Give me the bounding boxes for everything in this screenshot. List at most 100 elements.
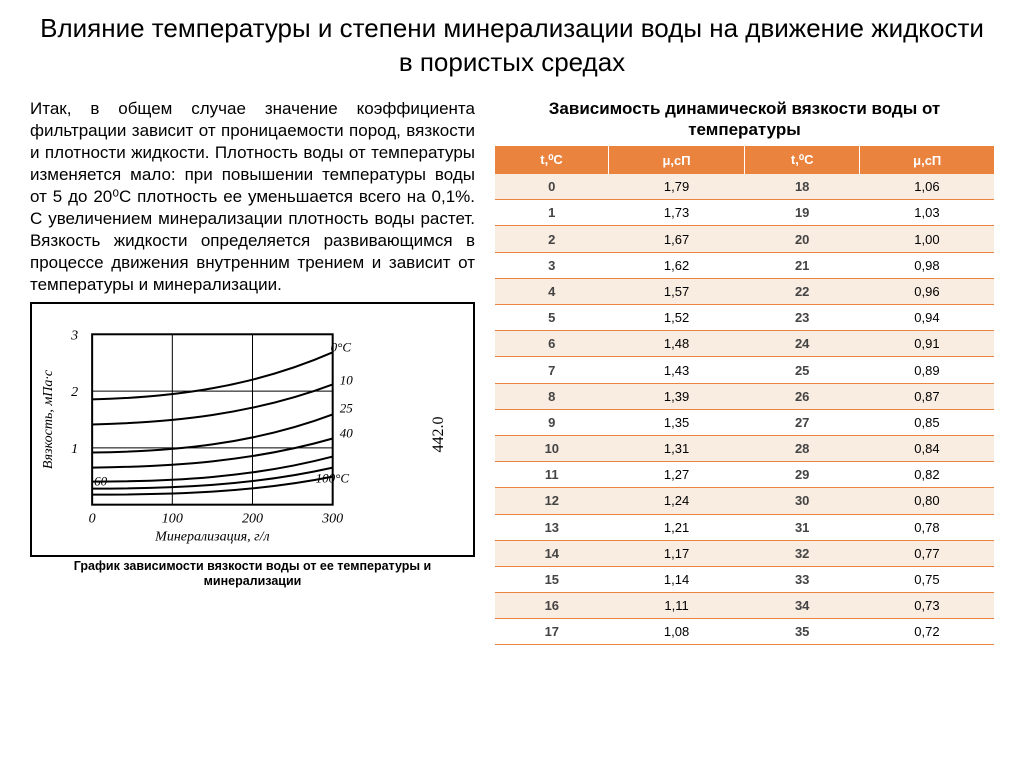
table-cell: 23 (744, 305, 859, 331)
table-cell: 1,67 (609, 226, 745, 252)
table-cell: 21 (744, 252, 859, 278)
table-cell: 13 (495, 514, 609, 540)
table-row: 151,14330,75 (495, 566, 994, 592)
table-row: 111,27290,82 (495, 462, 994, 488)
table-cell: 33 (744, 566, 859, 592)
viscosity-graph: 1230100200300Минерализация, г/лВязкость,… (30, 302, 475, 557)
table-cell: 0,75 (860, 566, 994, 592)
left-column: Итак, в общем случае значение коэффициен… (30, 98, 475, 646)
table-title: Зависимость динамической вязкости воды о… (495, 98, 994, 141)
table-cell: 0,85 (860, 409, 994, 435)
table-cell: 9 (495, 409, 609, 435)
table-cell: 2 (495, 226, 609, 252)
table-cell: 1,31 (609, 435, 745, 461)
table-cell: 3 (495, 252, 609, 278)
table-cell: 35 (744, 619, 859, 645)
table-cell: 18 (744, 174, 859, 200)
table-cell: 32 (744, 540, 859, 566)
svg-text:Вязкость, мПа·с: Вязкость, мПа·с (40, 370, 56, 470)
table-row: 101,31280,84 (495, 435, 994, 461)
content-wrapper: Итак, в общем случае значение коэффициен… (30, 98, 994, 646)
table-cell: 29 (744, 462, 859, 488)
table-cell: 1 (495, 200, 609, 226)
table-cell: 34 (744, 593, 859, 619)
table-cell: 1,11 (609, 593, 745, 619)
table-cell: 0,87 (860, 383, 994, 409)
svg-text:60: 60 (94, 474, 108, 489)
table-header: μ,сП (609, 146, 745, 174)
table-cell: 0,98 (860, 252, 994, 278)
table-row: 91,35270,85 (495, 409, 994, 435)
table-row: 61,48240,91 (495, 331, 994, 357)
table-cell: 1,73 (609, 200, 745, 226)
table-cell: 0,77 (860, 540, 994, 566)
table-cell: 1,14 (609, 566, 745, 592)
table-cell: 26 (744, 383, 859, 409)
table-row: 161,11340,73 (495, 593, 994, 619)
table-cell: 22 (744, 278, 859, 304)
table-cell: 1,62 (609, 252, 745, 278)
svg-text:25: 25 (340, 401, 354, 416)
table-cell: 0,82 (860, 462, 994, 488)
svg-text:10: 10 (340, 373, 354, 388)
table-cell: 0,73 (860, 593, 994, 619)
table-cell: 10 (495, 435, 609, 461)
table-row: 141,17320,77 (495, 540, 994, 566)
table-cell: 1,06 (860, 174, 994, 200)
table-cell: 0 (495, 174, 609, 200)
graph-caption: График зависимости вязкости воды от ее т… (30, 559, 475, 589)
table-cell: 1,27 (609, 462, 745, 488)
table-row: 81,39260,87 (495, 383, 994, 409)
table-row: 11,73191,03 (495, 200, 994, 226)
page-title: Влияние температуры и степени минерализа… (30, 12, 994, 80)
body-paragraph: Итак, в общем случае значение коэффициен… (30, 98, 475, 297)
table-cell: 1,08 (609, 619, 745, 645)
table-cell: 15 (495, 566, 609, 592)
table-cell: 0,96 (860, 278, 994, 304)
table-cell: 30 (744, 488, 859, 514)
table-cell: 5 (495, 305, 609, 331)
table-cell: 1,48 (609, 331, 745, 357)
table-cell: 1,21 (609, 514, 745, 540)
table-row: 01,79181,06 (495, 174, 994, 200)
svg-text:100: 100 (162, 511, 183, 527)
table-cell: 1,24 (609, 488, 745, 514)
svg-text:3: 3 (70, 328, 78, 344)
table-cell: 1,03 (860, 200, 994, 226)
svg-text:2: 2 (71, 385, 78, 401)
table-cell: 19 (744, 200, 859, 226)
svg-text:0°C: 0°C (331, 340, 352, 355)
table-cell: 20 (744, 226, 859, 252)
table-row: 21,67201,00 (495, 226, 994, 252)
viscosity-table: t,⁰Cμ,сПt,⁰Cμ,сП 01,79181,0611,73191,032… (495, 146, 994, 645)
table-cell: 0,91 (860, 331, 994, 357)
table-cell: 11 (495, 462, 609, 488)
svg-text:100°C: 100°C (316, 471, 350, 486)
right-column: Зависимость динамической вязкости воды о… (495, 98, 994, 646)
table-cell: 1,43 (609, 357, 745, 383)
table-cell: 24 (744, 331, 859, 357)
table-cell: 28 (744, 435, 859, 461)
table-cell: 0,89 (860, 357, 994, 383)
table-cell: 12 (495, 488, 609, 514)
table-cell: 1,57 (609, 278, 745, 304)
svg-text:Минерализация, г/л: Минерализация, г/л (154, 529, 269, 545)
table-row: 41,57220,96 (495, 278, 994, 304)
table-cell: 0,94 (860, 305, 994, 331)
table-cell: 1,00 (860, 226, 994, 252)
table-cell: 1,17 (609, 540, 745, 566)
table-cell: 1,79 (609, 174, 745, 200)
table-header: t,⁰C (495, 146, 609, 174)
table-row: 131,21310,78 (495, 514, 994, 540)
table-cell: 1,52 (609, 305, 745, 331)
table-header: μ,сП (860, 146, 994, 174)
svg-text:200: 200 (242, 511, 263, 527)
table-cell: 31 (744, 514, 859, 540)
table-cell: 8 (495, 383, 609, 409)
table-cell: 7 (495, 357, 609, 383)
table-cell: 17 (495, 619, 609, 645)
table-cell: 0,80 (860, 488, 994, 514)
svg-text:300: 300 (321, 511, 343, 527)
svg-text:442.0: 442.0 (430, 417, 447, 453)
table-cell: 1,35 (609, 409, 745, 435)
